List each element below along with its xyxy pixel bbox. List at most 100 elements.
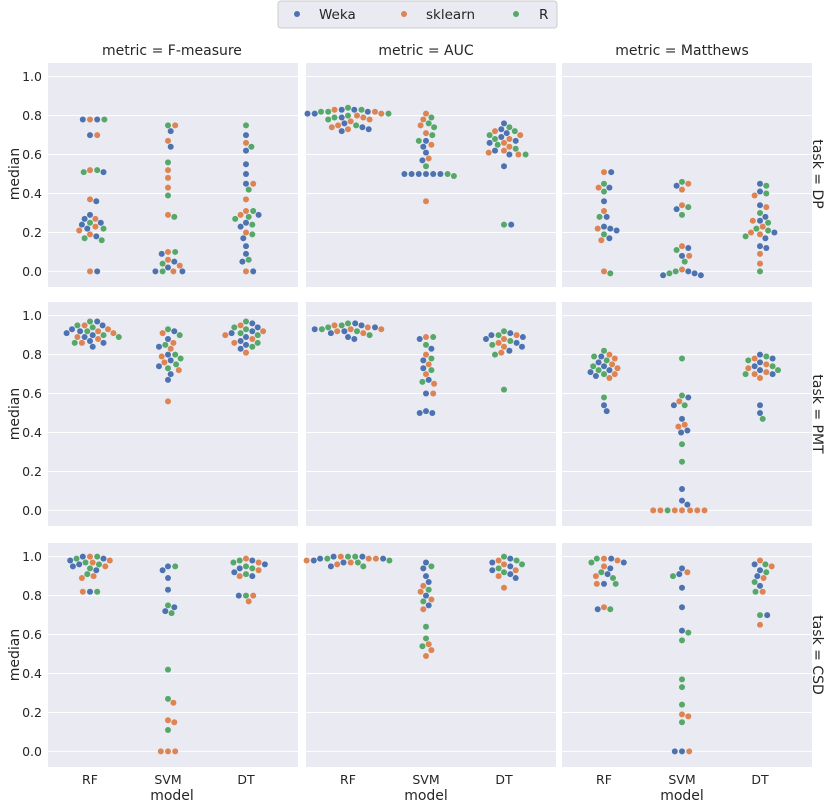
point-weka: [757, 582, 763, 589]
point-weka: [100, 339, 107, 346]
point-weka: [171, 258, 178, 265]
point-weka: [423, 171, 429, 178]
point-weka: [338, 128, 345, 135]
point-weka: [757, 402, 763, 409]
point-weka: [162, 608, 169, 615]
point-sklearn: [428, 596, 435, 603]
point-sklearn: [167, 345, 174, 352]
x-axis-labels: model model model: [150, 788, 704, 804]
point-r: [601, 231, 607, 238]
point-weka: [673, 182, 680, 189]
panel-csd-matthews: RF SVM DT: [562, 543, 812, 787]
point-sklearn: [759, 223, 766, 230]
point-sklearn: [515, 151, 522, 158]
point-weka: [159, 567, 166, 574]
point-r: [165, 159, 171, 166]
y-tick-label: 0.6: [22, 627, 42, 642]
point-weka: [751, 363, 758, 370]
point-r: [249, 565, 256, 572]
point-r: [249, 343, 256, 350]
point-r: [243, 563, 249, 570]
point-weka: [423, 137, 429, 144]
point-weka: [365, 126, 372, 133]
point-r: [679, 211, 685, 218]
point-weka: [757, 188, 763, 195]
point-r: [601, 394, 607, 401]
point-weka: [338, 106, 345, 113]
y-tick-label: 1.0: [22, 549, 42, 564]
point-sklearn: [687, 507, 694, 514]
point-weka: [93, 233, 100, 240]
point-r: [345, 104, 351, 111]
point-weka: [757, 202, 763, 209]
point-sklearn: [757, 231, 763, 238]
point-weka: [311, 110, 318, 117]
point-weka: [372, 324, 378, 331]
point-sklearn: [657, 507, 664, 514]
point-weka: [237, 337, 244, 344]
point-weka: [428, 345, 435, 352]
point-r: [354, 559, 361, 566]
point-r: [685, 204, 692, 211]
point-r: [243, 592, 249, 599]
point-r: [588, 559, 595, 566]
point-sklearn: [425, 155, 432, 162]
point-r: [165, 192, 171, 199]
point-weka: [425, 602, 432, 609]
point-sklearn: [501, 561, 507, 568]
point-r: [757, 268, 763, 275]
point-weka: [498, 126, 505, 133]
point-r: [165, 602, 171, 609]
point-sklearn: [423, 334, 429, 341]
point-sklearn: [748, 229, 754, 236]
point-weka: [69, 563, 76, 570]
point-sklearn: [701, 507, 708, 514]
point-weka: [243, 250, 249, 257]
point-r: [752, 588, 759, 595]
point-r: [353, 122, 360, 129]
point-r: [679, 719, 685, 726]
point-weka: [679, 584, 685, 591]
point-r: [231, 324, 238, 331]
point-weka: [603, 408, 610, 415]
point-sklearn: [506, 135, 513, 142]
point-sklearn: [331, 322, 338, 329]
point-sklearn: [428, 647, 435, 654]
point-weka: [228, 330, 235, 337]
point-r: [325, 324, 332, 331]
point-sklearn: [428, 141, 435, 148]
point-sklearn: [165, 256, 171, 263]
point-r: [607, 606, 614, 613]
y-axis-labels: median median median: [7, 148, 23, 681]
point-r: [98, 237, 105, 244]
point-sklearn: [686, 252, 693, 259]
y-tick-label: 0.0: [22, 264, 42, 279]
point-weka: [165, 563, 171, 570]
point-sklearn: [423, 371, 429, 378]
x-tick-label: DT: [237, 772, 255, 787]
point-sklearn: [609, 361, 616, 368]
point-r: [415, 137, 422, 144]
point-weka: [486, 139, 493, 146]
point-r: [430, 334, 437, 341]
point-r: [165, 326, 171, 333]
point-sklearn: [249, 336, 256, 343]
point-r: [96, 561, 102, 568]
point-sklearn: [175, 367, 182, 374]
point-weka: [94, 318, 101, 325]
point-sklearn: [685, 180, 692, 187]
point-weka: [239, 258, 246, 265]
point-sklearn: [176, 262, 183, 269]
point-r: [679, 458, 685, 465]
point-r: [73, 555, 80, 562]
point-sklearn: [78, 575, 85, 582]
point-weka: [507, 571, 514, 578]
point-sklearn: [165, 137, 171, 144]
point-r: [232, 215, 239, 222]
point-weka: [425, 578, 432, 585]
point-r: [512, 145, 519, 152]
point-weka: [420, 357, 427, 364]
point-weka: [685, 268, 692, 275]
point-weka: [679, 252, 685, 259]
point-r: [681, 258, 688, 265]
